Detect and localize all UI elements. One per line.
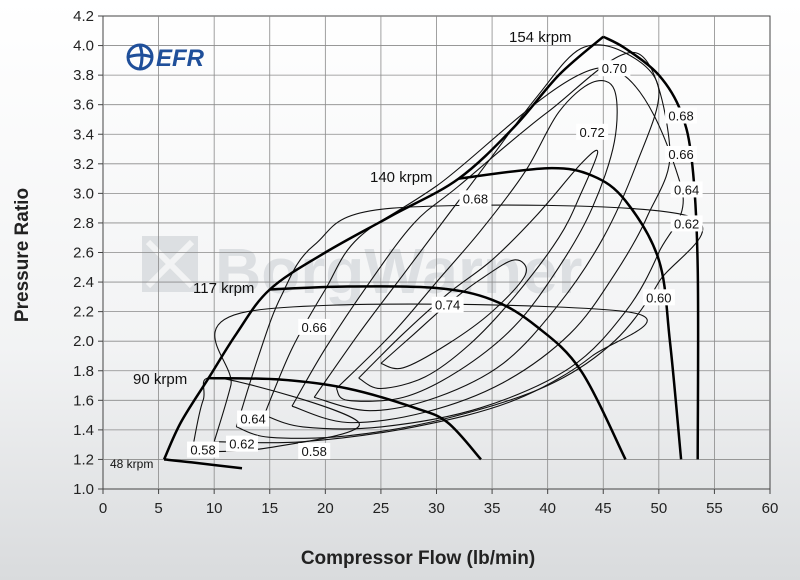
x-tick-label: 0 — [99, 500, 107, 517]
watermark-text: BorgWarner — [215, 235, 582, 307]
y-tick-label: 1.4 — [73, 422, 94, 439]
efficiency-label-bg — [665, 145, 698, 162]
efficiency-label: 0.64 — [240, 412, 265, 427]
speed-label: 90 krpm — [133, 371, 187, 388]
efficiency-label: 0.58 — [190, 443, 215, 458]
x-tick-label: 20 — [317, 500, 334, 517]
speed-line-48-krpm — [163, 458, 243, 470]
efficiency-label: 0.64 — [674, 182, 699, 197]
speed-lines — [163, 35, 700, 470]
chart-labels: 48 krpm 90 krpm 117 krpm 140 krpm 154 krpm 0.… — [110, 29, 703, 471]
x-tick-label: 55 — [706, 500, 723, 517]
efficiency-contour-0-58 — [191, 376, 360, 453]
y-tick-label: 3.4 — [73, 126, 94, 143]
speed-line-90-krpm — [208, 376, 482, 461]
efficiency-contour-0-62 — [235, 204, 704, 439]
x-tick-label: 10 — [206, 500, 223, 517]
y-tick-label: 1.2 — [73, 451, 94, 468]
grid — [103, 16, 770, 489]
efficiency-label: 0.66 — [302, 320, 327, 335]
x-tick-label: 15 — [261, 500, 278, 517]
y-tick-label: 2.6 — [73, 245, 94, 262]
y-tick-label: 2.8 — [73, 215, 94, 232]
x-tick-label: 50 — [650, 500, 667, 517]
watermark: BorgWarner — [142, 235, 582, 307]
y-tick-label: 4.0 — [73, 38, 94, 55]
efficiency-label: 0.68 — [668, 109, 693, 124]
efficiency-label-bg — [431, 296, 464, 313]
efr-logo: EFR — [126, 43, 205, 72]
y-axis-title: Pressure Ratio — [12, 188, 33, 322]
speed-label: 154 krpm — [509, 29, 572, 46]
y-tick-label: 3.6 — [73, 97, 94, 114]
efficiency-contour-0-70 — [335, 80, 618, 402]
efficiency-label-bg — [459, 190, 492, 207]
efficiency-contour-0-72 — [358, 149, 599, 390]
y-tick-label: 3.2 — [73, 156, 94, 173]
efficiency-label: 0.66 — [668, 147, 693, 162]
speed-label: 140 krpm — [370, 169, 433, 186]
efficiency-label: 0.72 — [579, 125, 604, 140]
speed-line-117-krpm — [269, 285, 627, 460]
y-tick-label: 1.6 — [73, 392, 94, 409]
watermark-icon — [142, 236, 198, 292]
efficiency-contours — [191, 44, 704, 453]
speed-line-154-krpm — [602, 35, 700, 460]
efficiency-label-bg — [670, 215, 703, 232]
y-tick-label: 1.8 — [73, 363, 94, 380]
efficiency-label-bg — [187, 441, 220, 458]
y-tick-label: 3.8 — [73, 67, 94, 84]
efficiency-label: 0.62 — [674, 216, 699, 231]
surge-line — [162, 35, 605, 460]
x-tick-label: 30 — [428, 500, 445, 517]
efficiency-label: 0.58 — [302, 444, 327, 459]
efficiency-label: 0.68 — [463, 191, 488, 206]
speed-label: 117 krpm — [193, 280, 254, 297]
efficiency-label-bg — [598, 60, 631, 77]
y-tick-label: 2.0 — [73, 333, 94, 350]
speed-label: 48 krpm — [110, 457, 153, 471]
x-axis-title: Compressor Flow (lb/min) — [301, 548, 535, 569]
efficiency-label: 0.74 — [435, 298, 460, 313]
efficiency-label: 0.60 — [646, 290, 671, 305]
efficiency-contour-0-60 — [213, 303, 648, 444]
efficiency-label-bg — [576, 123, 609, 140]
efficiency-contour-0-66 — [291, 51, 671, 424]
y-tick-label: 2.4 — [73, 274, 94, 291]
x-tick-label: 25 — [373, 500, 390, 517]
swirl-icon — [126, 43, 154, 71]
efficiency-label-bg — [298, 443, 331, 460]
efficiency-label: 0.70 — [602, 61, 627, 76]
x-tick-label: 35 — [484, 500, 501, 517]
y-tick-label: 4.2 — [73, 8, 94, 25]
y-tick-label: 3.0 — [73, 185, 94, 202]
x-tick-label: 60 — [762, 500, 779, 517]
efficiency-label: 0.62 — [229, 437, 254, 452]
x-tick-label: 5 — [154, 500, 162, 517]
efficiency-label-bg — [665, 107, 698, 124]
efficiency-contour-0-74 — [380, 259, 527, 370]
speed-line-140-krpm — [458, 166, 683, 460]
y-tick-label: 1.0 — [73, 481, 94, 498]
x-tick-label: 45 — [595, 500, 612, 517]
efficiency-contour-0-68 — [313, 44, 660, 412]
efficiency-label-bg — [298, 318, 331, 335]
x-tick-label: 40 — [539, 500, 556, 517]
efficiency-label-bg — [670, 181, 703, 198]
axis-ticks: 0 5 10 15 20 25 30 35 40 45 50 55 60 1.0 1.2 1.4 1.6 1.8 2… — [73, 8, 778, 517]
efficiency-label-bg — [237, 410, 270, 427]
y-tick-label: 2.2 — [73, 304, 94, 321]
efficiency-label-bg — [642, 289, 675, 306]
logo-text: EFR — [156, 45, 205, 72]
efficiency-label-bg — [225, 435, 258, 452]
